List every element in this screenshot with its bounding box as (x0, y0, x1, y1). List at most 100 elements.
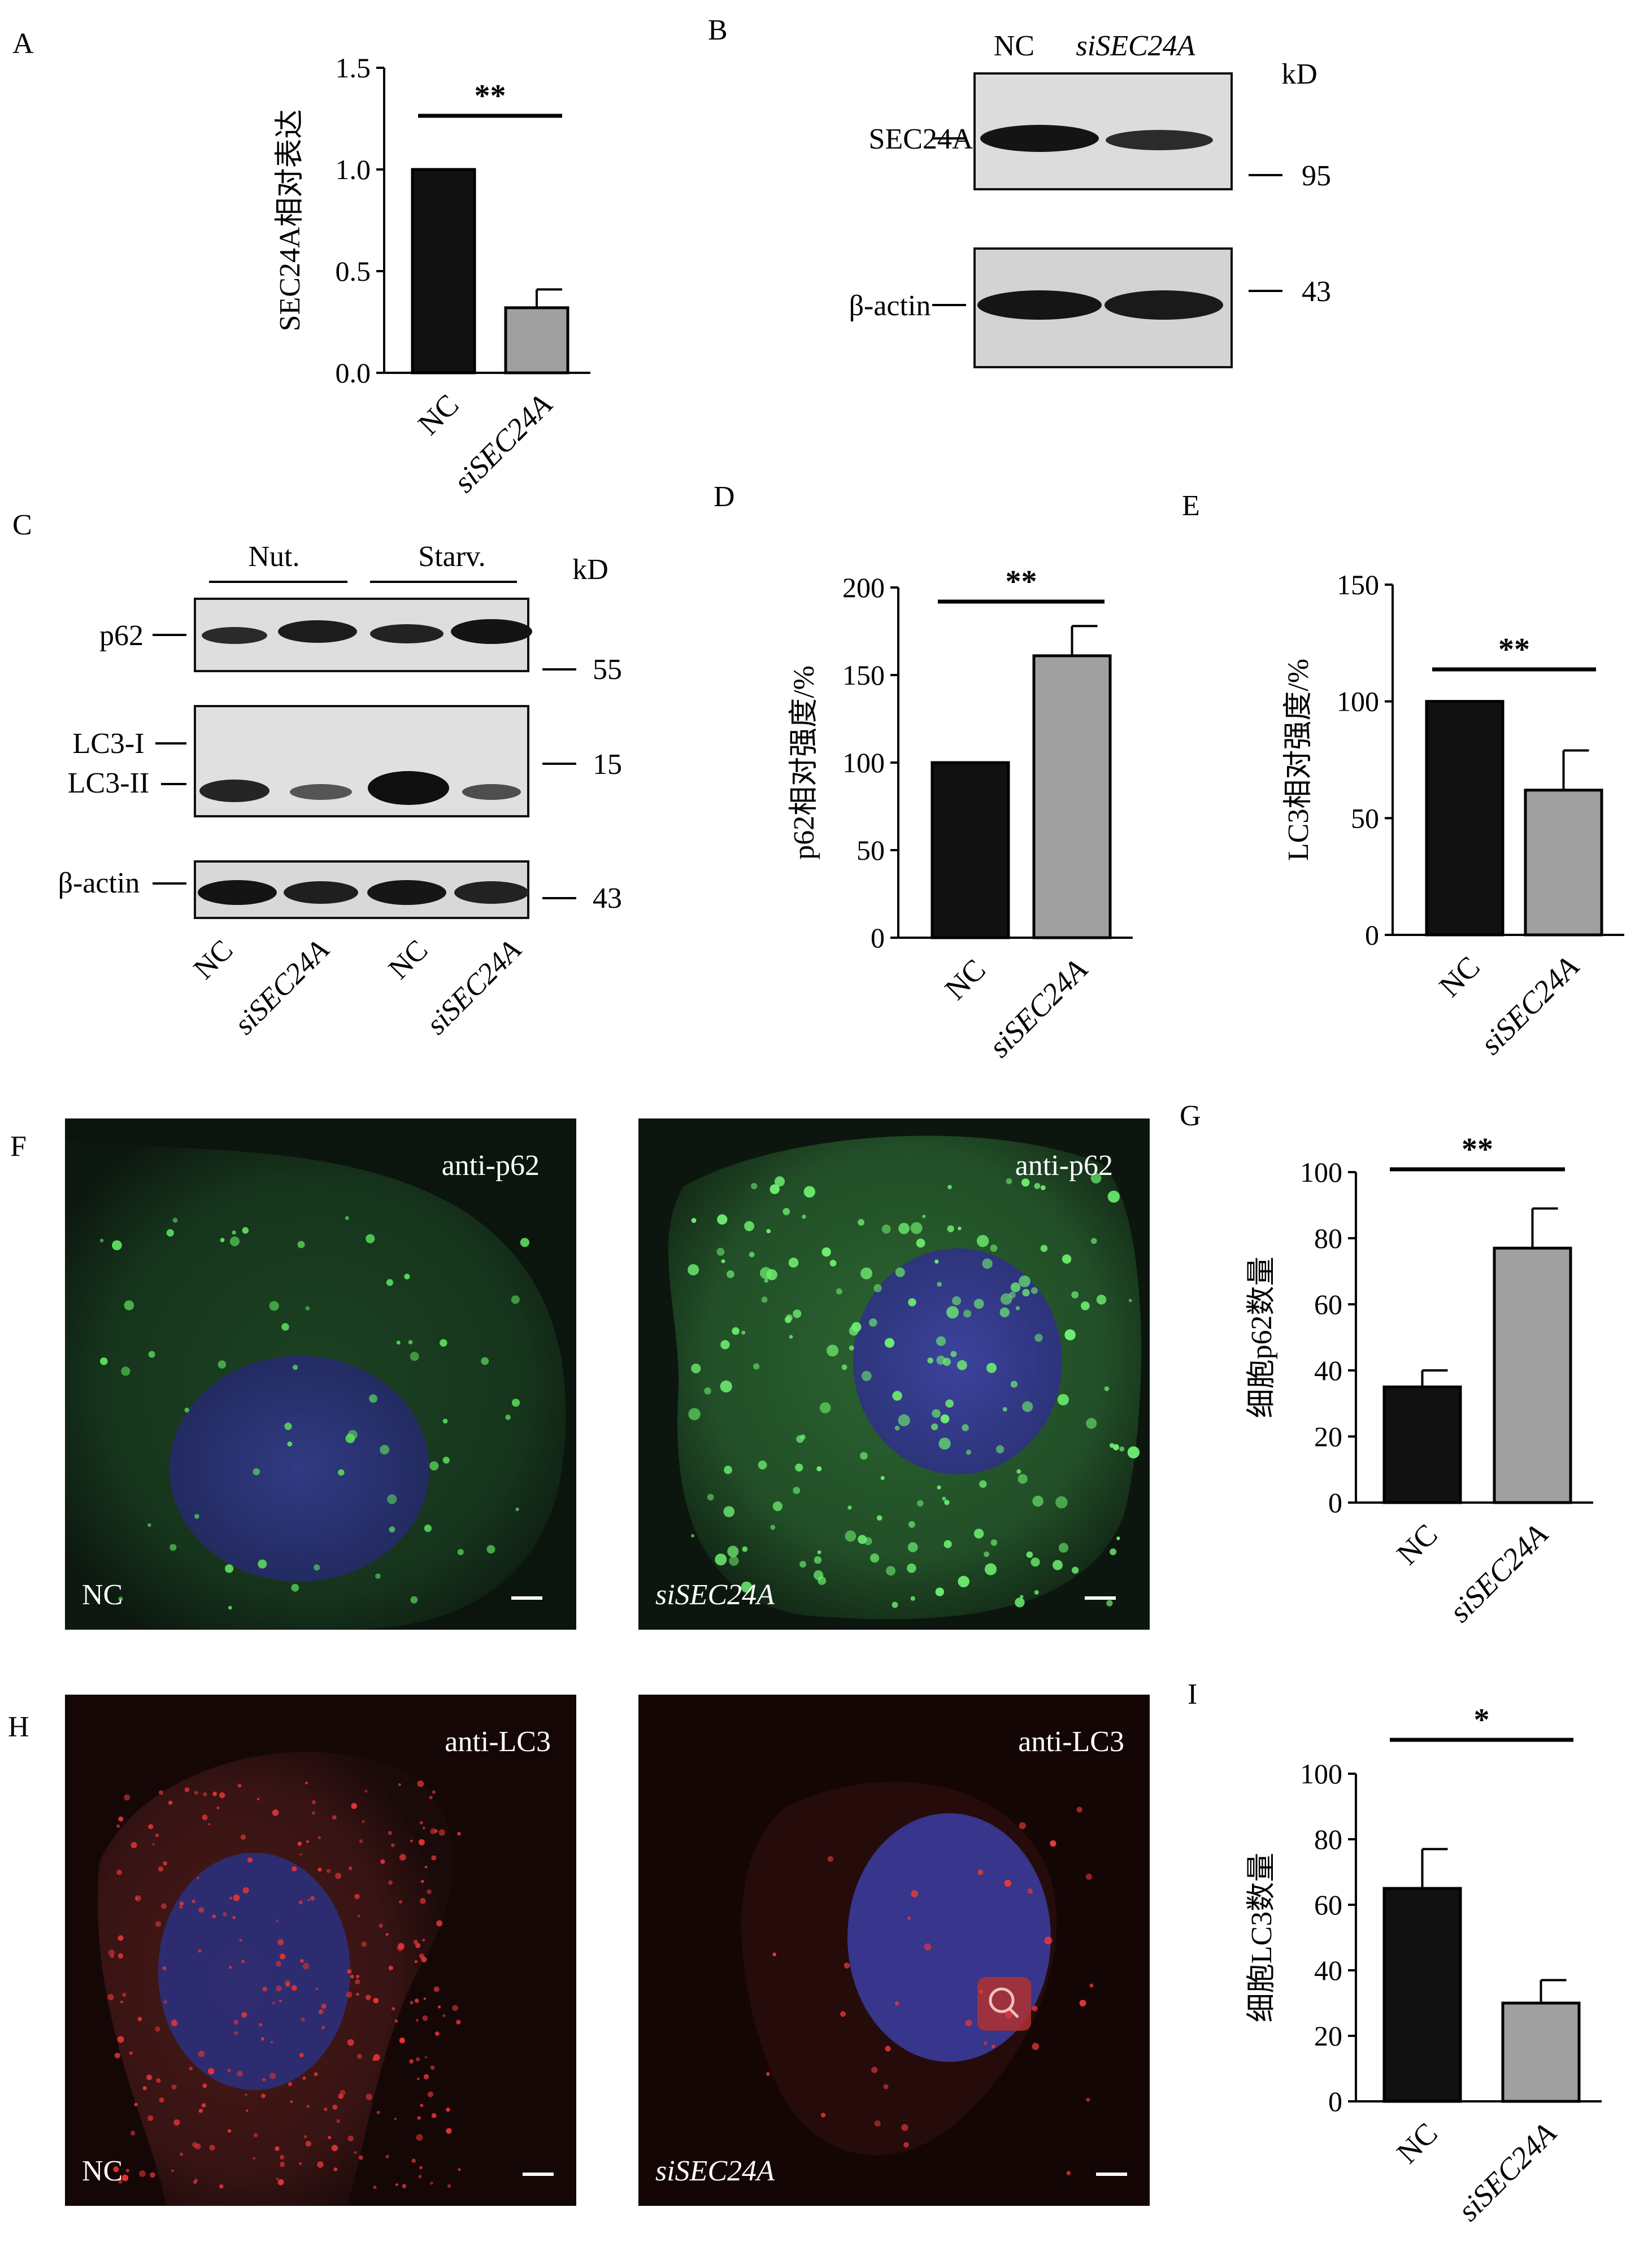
x-tick-label: siSEC24A (982, 952, 1094, 1064)
punctum (982, 1258, 993, 1269)
punctum (306, 1840, 309, 1843)
punctum (156, 2078, 161, 2083)
punctum (931, 1423, 938, 1430)
punctum (162, 1966, 167, 1970)
punctum (1040, 1185, 1046, 1190)
punctum (318, 2009, 324, 2014)
punctum (943, 1540, 952, 1548)
punctum (424, 1865, 428, 1869)
punctum (766, 2072, 770, 2076)
punctum (118, 2179, 123, 2184)
punctum (424, 2056, 427, 2058)
punctum (511, 1295, 520, 1304)
x-tick-label: siSEC24A (447, 387, 559, 499)
punctum (390, 1843, 395, 1848)
magnifier-overlay[interactable] (977, 1977, 1031, 2031)
micrograph-h-nc-title: anti-LC3 (445, 1726, 551, 1758)
punctum (125, 2169, 129, 2173)
punctum (241, 1960, 245, 1964)
punctum (269, 2073, 276, 2079)
punctum (1086, 2097, 1090, 2102)
punctum (827, 1856, 833, 1862)
punctum (321, 2026, 325, 2030)
blot-b-lane-si: siSEC24A (1076, 30, 1195, 62)
punctum (338, 2093, 344, 2099)
punctum (419, 2166, 423, 2169)
punctum (302, 2076, 306, 2080)
punctum (916, 1238, 925, 1248)
punctum (194, 1791, 198, 1795)
punctum (873, 1284, 882, 1292)
punctum (881, 1224, 891, 1234)
y-axis-label: SEC24A相对表达 (274, 110, 306, 332)
punctum (202, 1814, 208, 1821)
bar-si (1493, 1247, 1572, 1504)
punctum (147, 1523, 151, 1527)
punctum (171, 2169, 175, 2173)
punctum (1015, 1306, 1020, 1311)
y-tick-label: 200 (842, 572, 885, 603)
blot-b-label-actin: β-actin (849, 290, 931, 322)
punctum (427, 1889, 432, 1895)
punctum (314, 1564, 320, 1571)
punctum (908, 1521, 915, 1528)
punctum (1004, 1879, 1011, 1887)
punctum (240, 1834, 246, 1840)
y-tick-label: 40 (1314, 1355, 1342, 1386)
punctum (158, 1790, 163, 1795)
punctum (345, 1434, 355, 1443)
punctum (299, 2053, 304, 2057)
y-axis-label: LC3相对强度/% (1282, 659, 1315, 861)
y-tick-label: 50 (856, 834, 885, 866)
punctum (965, 2019, 972, 2027)
punctum (303, 2135, 307, 2139)
punctum (114, 2052, 120, 2058)
punctum (927, 1357, 933, 1364)
punctum (118, 1953, 124, 1959)
punctum (1110, 1548, 1117, 1556)
bar-nc (1382, 1385, 1462, 1504)
punctum (880, 1475, 885, 1481)
punctum (397, 1944, 404, 1952)
punctum (936, 1355, 946, 1365)
punctum (179, 1901, 184, 1906)
punctum (1034, 1183, 1041, 1189)
punctum (924, 1943, 932, 1951)
blot-c-marker-15: 15 (593, 748, 622, 781)
punctum (423, 2074, 429, 2080)
punctum (416, 2057, 420, 2062)
punctum (861, 1370, 872, 1381)
punctum (212, 1791, 217, 1796)
bar-si (1524, 789, 1603, 937)
punctum (173, 2119, 180, 2126)
blot-c-group-starv: Starv. (418, 541, 485, 573)
punctum (898, 1222, 910, 1234)
punctum (192, 2142, 198, 2148)
punctum (410, 1352, 419, 1361)
punctum (802, 1214, 806, 1219)
punctum (388, 1880, 393, 1885)
punctum (410, 2001, 414, 2005)
punctum (772, 1501, 782, 1512)
bar-nc (1382, 1887, 1462, 2103)
punctum (481, 1357, 489, 1365)
punctum (361, 1941, 367, 1947)
punctum (373, 1997, 379, 2004)
punctum (139, 2170, 146, 2177)
punctum (800, 1434, 806, 1440)
punctum (950, 1351, 957, 1357)
punctum (409, 2059, 414, 2064)
punctum (227, 2069, 232, 2073)
punctum (764, 1278, 768, 1283)
punctum (938, 1437, 951, 1450)
punctum (934, 1259, 939, 1264)
punctum (1006, 1178, 1012, 1185)
micrograph-f-si-title: anti-p62 (1015, 1150, 1113, 1182)
punctum (168, 1800, 173, 1805)
punctum (720, 1380, 732, 1392)
punctum (845, 1530, 856, 1542)
punctum (434, 1829, 438, 1833)
punctum (895, 1267, 905, 1277)
micrograph-h-nc-label: NC (82, 2155, 123, 2187)
punctum (417, 2078, 420, 2080)
